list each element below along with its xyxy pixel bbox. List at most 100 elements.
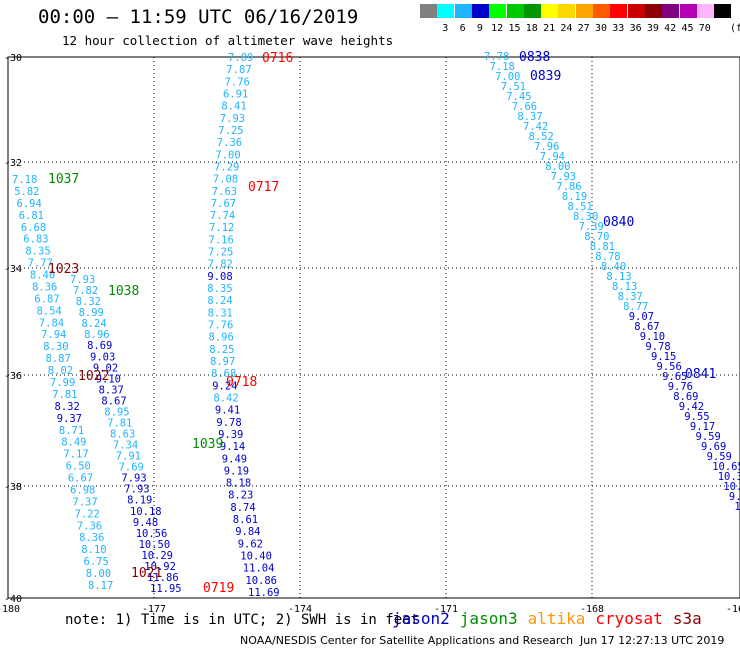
wave-height-value: 10.29: [141, 550, 173, 562]
wave-height-value: 7.84: [39, 317, 64, 329]
wave-height-value: 7.82: [208, 259, 233, 271]
wave-height-value: 9.10: [640, 331, 665, 343]
wave-height-value: 8.10: [81, 544, 106, 556]
wave-height-value: 6.75: [84, 556, 109, 568]
wave-height-value: 7.86: [556, 181, 581, 193]
wave-height-value: 8.52: [529, 131, 554, 143]
legend-unit: (ft): [730, 23, 740, 34]
page-subtitle: 12 hour collection of altimeter wave hei…: [62, 33, 394, 48]
wave-height-value: 8.37: [517, 111, 542, 123]
wave-height-value: 6.50: [66, 461, 91, 473]
wave-height-value: 8.69: [673, 391, 698, 403]
wave-height-value: 7.00: [495, 71, 520, 83]
wave-height-value: 8.78: [595, 251, 620, 263]
legend-label: 21: [543, 23, 556, 34]
lon-tick-label: -171: [434, 604, 458, 615]
wave-height-value: 7.34: [113, 440, 138, 452]
wave-height-value: 10.56: [136, 528, 168, 540]
wave-height-value: 8.97: [210, 356, 235, 368]
footnote: note: 1) Time is in UTC; 2) SWH is in fe…: [65, 612, 420, 628]
wave-height-value: 8.23: [228, 490, 253, 502]
wave-height-value: 8.67: [634, 321, 659, 333]
wave-height-value: 8.30: [573, 211, 598, 223]
legend-swatch: [627, 4, 645, 18]
wave-height-value: 7.67: [211, 198, 236, 210]
wave-height-value: 8.32: [55, 401, 80, 413]
pass-time-label: 0719: [203, 581, 234, 596]
wave-height-value: 10.50: [139, 539, 171, 551]
wave-height-value: 9.17: [690, 421, 715, 433]
wave-height-value: 7.42: [523, 121, 548, 133]
pass-time-label: 1039: [192, 437, 223, 452]
wave-height-value: 7.22: [75, 508, 100, 520]
wave-height-value: 8.00: [86, 568, 111, 580]
pass-time-label: 0838: [519, 50, 550, 65]
wave-height-value: 7.99: [50, 377, 75, 389]
satellite-key-cryosat: cryosat: [595, 609, 663, 628]
wave-height-value: 8.51: [568, 201, 593, 213]
pass-time-label: 1021: [131, 566, 162, 581]
wave-height-value: 10.40: [240, 551, 272, 563]
legend-label: 33: [612, 23, 625, 34]
wave-height-value: 7.76: [225, 76, 250, 88]
wave-height-value: 10.65: [712, 461, 740, 473]
wave-height-value: 8.77: [623, 301, 648, 313]
wave-height-value: 10.86: [245, 575, 277, 587]
legend-label: 18: [525, 23, 538, 34]
legend-label: 27: [577, 23, 590, 34]
wave-height-value: 7.29: [214, 161, 239, 173]
lon-tick-label: -165: [726, 604, 740, 615]
lat-tick-label: -40: [4, 594, 22, 605]
credit-text: NOAA/NESDIS Center for Satellite Applica…: [240, 634, 574, 647]
wave-height-value: 7.93: [70, 274, 95, 286]
pass-time-label: 0718: [226, 375, 257, 390]
wave-height-value: 9.02: [93, 362, 118, 374]
wave-height-value: 7.96: [534, 141, 559, 153]
lat-tick-label: -34: [4, 264, 22, 275]
legend-swatch: [610, 4, 628, 18]
satellite-key-jason2: jason2: [392, 609, 450, 628]
wave-height-value: 8.32: [76, 296, 101, 308]
wave-height-value: 9.55: [684, 411, 709, 423]
pass-time-label: 1037: [48, 172, 79, 187]
wave-height-value: 8.49: [61, 437, 86, 449]
legend-swatch: [454, 4, 472, 18]
wave-height-value: 6.81: [19, 210, 44, 222]
wave-height-value: 8.18: [226, 478, 251, 490]
altimeter-tracks: 7.185.826.946.816.686.838.357.778.408.36…: [12, 51, 740, 599]
wave-height-value: 9.59: [707, 451, 732, 463]
wave-height-value: 8.37: [99, 384, 124, 396]
wave-height-value: 9.39: [218, 429, 243, 441]
wave-height-value: 9.56: [657, 361, 682, 373]
pass-time-label: 0841: [685, 367, 716, 382]
wave-height-value: 7.25: [208, 247, 233, 259]
wave-height-value: 7.93: [551, 171, 576, 183]
pass-time-label: 1038: [108, 284, 139, 299]
wave-height-value: 7.78: [484, 51, 509, 63]
wave-height-value: 7.18: [12, 174, 37, 186]
legend-label: 15: [508, 23, 521, 34]
wave-height-value: 8.36: [32, 282, 57, 294]
wave-height-value: 9.07: [629, 311, 654, 323]
wave-height-value: 8.13: [612, 281, 637, 293]
wave-height-value: 8.41: [221, 101, 246, 113]
wave-height-value: 8.24: [207, 295, 232, 307]
wave-height-value: 10.: [734, 501, 740, 513]
satellite-key-s3a: s3a: [672, 609, 702, 628]
wave-height-value: 10.18: [723, 481, 740, 493]
legend-swatch: [489, 4, 507, 18]
wave-height-value: 9.49: [222, 453, 247, 465]
wave-height-value: 8.42: [213, 393, 238, 405]
legend-swatch: [714, 4, 732, 18]
wave-height-value: 7.94: [41, 329, 66, 341]
wave-height-value: 8.30: [43, 341, 68, 353]
wave-height-value: 10.92: [144, 561, 176, 573]
wave-height-value: 11.95: [150, 583, 182, 595]
wave-height-value: 8.36: [79, 532, 104, 544]
wave-height-value: 8.61: [233, 514, 258, 526]
wave-height-value: 9.42: [679, 401, 704, 413]
wave-height-value: 7.36: [217, 137, 242, 149]
wave-height-value: 8.37: [618, 291, 643, 303]
wave-height-value: 7.12: [209, 222, 234, 234]
wave-height-value: 6.98: [70, 485, 95, 497]
